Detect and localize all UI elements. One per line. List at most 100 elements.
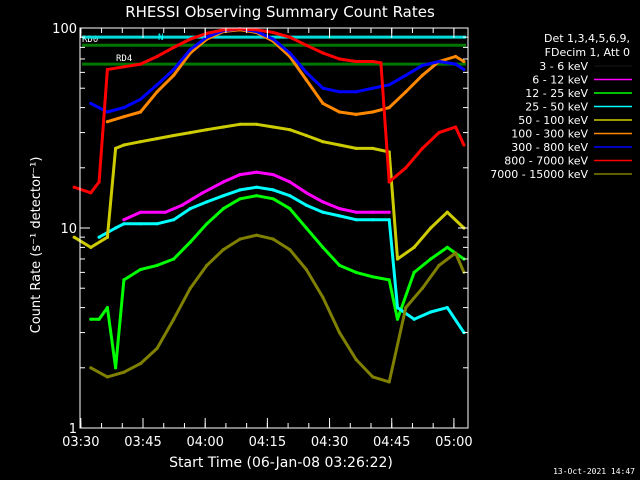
x-tick-label: 03:30 — [62, 435, 99, 450]
data-point — [304, 78, 308, 82]
data-point — [337, 214, 342, 218]
data-point — [105, 375, 109, 379]
data-point — [188, 207, 192, 211]
series-group — [89, 233, 466, 384]
data-point — [138, 140, 143, 144]
data-point — [138, 267, 143, 272]
series-group — [89, 27, 466, 114]
legend-label: 7000 - 15000 keV — [490, 168, 588, 181]
series-group — [72, 27, 466, 195]
legend-label: 800 - 7000 keV — [504, 155, 588, 168]
series-group — [97, 185, 466, 335]
data-point — [337, 90, 342, 94]
data-point — [155, 222, 159, 226]
data-point — [412, 270, 416, 274]
data-point — [321, 245, 325, 249]
series-group — [72, 122, 466, 261]
data-point — [72, 235, 76, 239]
data-point — [420, 286, 424, 290]
data-point — [445, 245, 449, 249]
data-point — [304, 203, 308, 207]
data-point — [172, 218, 176, 222]
data-point — [275, 218, 279, 222]
data-point — [354, 90, 358, 94]
data-point — [304, 133, 308, 138]
data-point — [337, 331, 342, 335]
data-point — [304, 43, 308, 47]
series-line — [90, 194, 465, 370]
data-point — [337, 263, 342, 267]
data-point — [404, 73, 408, 77]
data-point — [155, 137, 159, 141]
data-point — [89, 317, 93, 321]
series-group — [89, 194, 466, 370]
data-point — [97, 397, 101, 401]
data-point — [180, 346, 184, 350]
series-line — [90, 233, 466, 384]
state-bar-label: RD0 — [82, 35, 98, 45]
data-point — [238, 188, 242, 192]
data-point — [122, 370, 126, 374]
data-point — [462, 143, 466, 147]
data-point — [288, 248, 292, 252]
legend-label: 100 - 300 keV — [511, 128, 588, 141]
data-point — [354, 59, 358, 64]
series-line — [73, 122, 465, 261]
data-point — [114, 146, 118, 150]
series-line — [106, 28, 465, 124]
data-point — [163, 375, 167, 379]
state-marker-label: N — [158, 33, 163, 43]
data-point — [420, 73, 424, 77]
axes: 1 10 100 03:30 03:45 04:00 04:15 04:30 04:45 05:0… — [52, 22, 472, 450]
data-point — [337, 207, 342, 211]
data-point — [221, 257, 225, 261]
data-point — [321, 210, 325, 214]
data-point — [238, 122, 242, 126]
data-point — [172, 45, 176, 50]
data-point — [288, 128, 292, 132]
data-point — [404, 306, 408, 310]
data-point — [304, 226, 308, 230]
x-tick-label: 05:00 — [435, 435, 472, 450]
data-point — [172, 73, 176, 77]
series-group — [122, 170, 391, 222]
data-point — [155, 263, 159, 267]
legend-label: 3 - 6 keV — [539, 60, 588, 73]
data-point — [288, 35, 292, 39]
data-point — [188, 48, 192, 52]
data-point — [221, 125, 225, 129]
data-point — [337, 57, 342, 61]
data-point — [89, 245, 93, 249]
data-point — [288, 207, 292, 211]
y-tick-label: 10 — [60, 222, 77, 237]
data-point — [395, 306, 400, 310]
data-point — [250, 214, 254, 218]
data-point — [404, 166, 408, 170]
data-point — [105, 110, 109, 114]
data-point — [221, 248, 225, 252]
legend-label: 300 - 800 keV — [511, 141, 588, 154]
data-point — [255, 122, 259, 126]
data-point — [263, 207, 267, 211]
plot-area: RD0 RD4 N — [72, 27, 466, 414]
data-point — [354, 112, 358, 116]
data-point — [371, 218, 375, 222]
data-point — [105, 67, 109, 72]
data-point — [89, 101, 93, 105]
data-point — [387, 210, 391, 214]
data-point — [420, 146, 424, 150]
data-point — [122, 222, 126, 226]
data-point — [429, 226, 433, 230]
data-point — [337, 110, 342, 114]
data-point — [354, 146, 358, 150]
data-point — [221, 28, 225, 32]
data-point — [371, 391, 375, 395]
data-point — [205, 31, 209, 35]
data-point — [221, 194, 225, 198]
data-point — [371, 110, 375, 114]
data-point — [412, 245, 416, 249]
data-point — [172, 317, 176, 321]
data-point — [437, 131, 441, 135]
data-point — [122, 115, 126, 119]
